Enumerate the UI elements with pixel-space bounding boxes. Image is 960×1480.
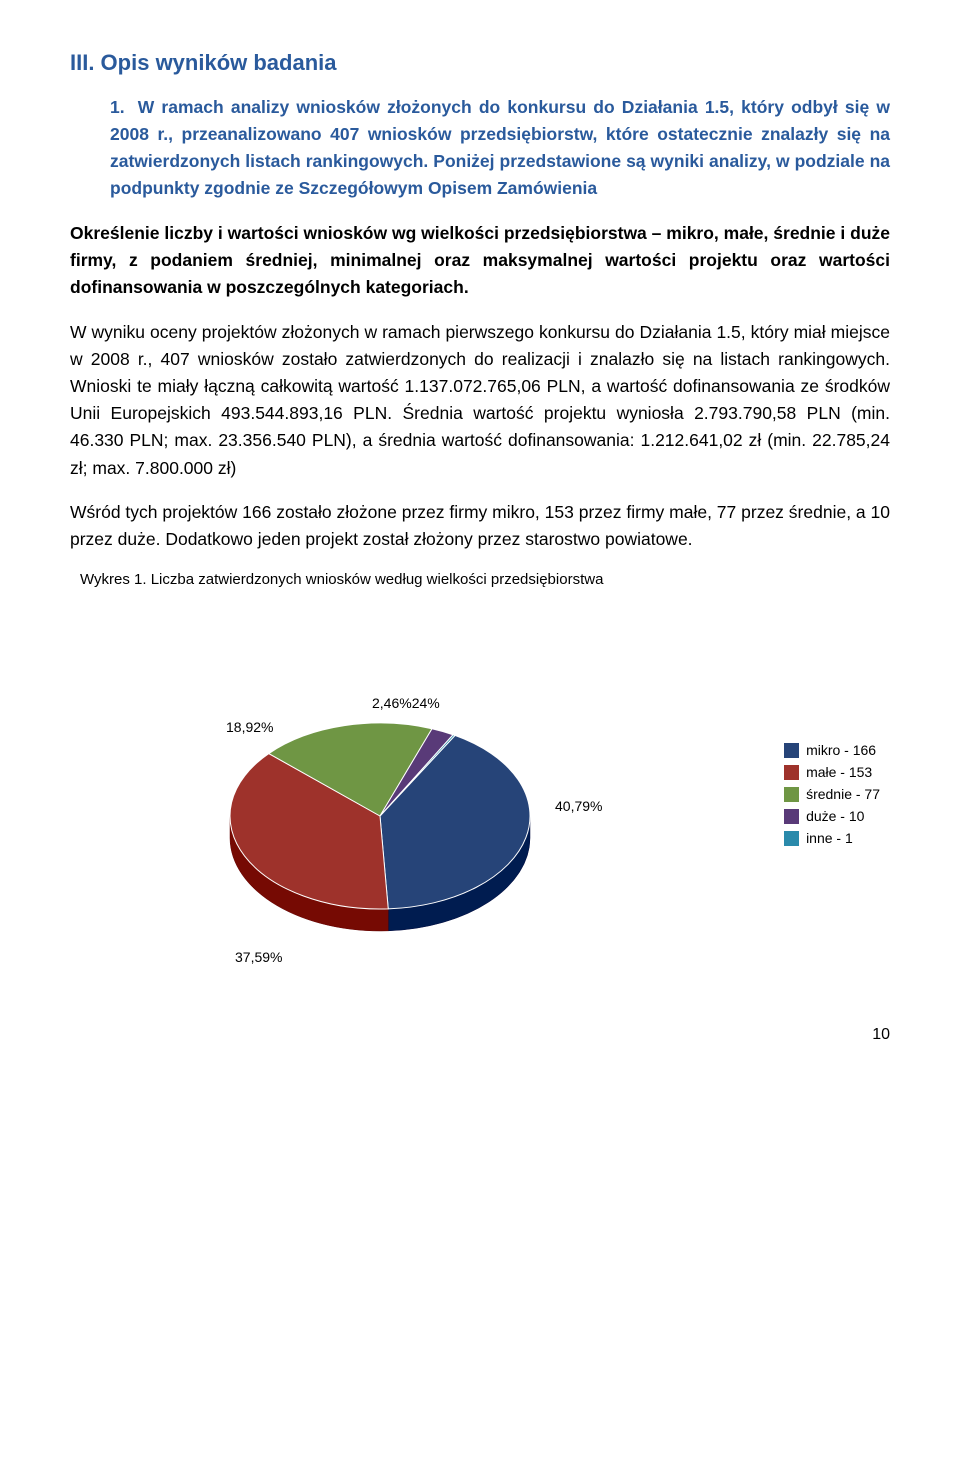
- legend-label: mikro - 166: [806, 742, 876, 758]
- legend-swatch: [784, 787, 799, 802]
- paragraph-2: W wyniku oceny projektów złożonych w ram…: [70, 319, 890, 482]
- legend-label: średnie - 77: [806, 786, 880, 802]
- pie-percent-label: 2,46%24%: [372, 695, 440, 711]
- list-number: 1.: [110, 94, 125, 121]
- legend-item: średnie - 77: [784, 786, 880, 802]
- pie-percent-label: 37,59%: [235, 949, 282, 965]
- chart-caption: Wykres 1. Liczba zatwierdzonych wniosków…: [80, 571, 890, 588]
- section-title: III. Opis wyników badania: [70, 50, 890, 76]
- legend-label: inne - 1: [806, 830, 853, 846]
- legend-label: duże - 10: [806, 808, 864, 824]
- list-item-1: 1. W ramach analizy wniosków złożonych d…: [110, 94, 890, 203]
- legend-item: inne - 1: [784, 830, 880, 846]
- legend-swatch: [784, 831, 799, 846]
- legend-swatch: [784, 765, 799, 780]
- legend-label: małe - 153: [806, 764, 872, 780]
- chart-legend: mikro - 166 małe - 153 średnie - 77 duże - …: [784, 736, 880, 852]
- legend-item: małe - 153: [784, 764, 880, 780]
- pie-percent-label: 40,79%: [555, 798, 602, 814]
- legend-item: duże - 10: [784, 808, 880, 824]
- legend-swatch: [784, 743, 799, 758]
- list-text: W ramach analizy wniosków złożonych do k…: [110, 97, 890, 198]
- page-number: 10: [70, 1026, 890, 1044]
- paragraph-1: Określenie liczby i wartości wniosków wg…: [70, 220, 890, 301]
- legend-item: mikro - 166: [784, 742, 880, 758]
- paragraph-3: Wśród tych projektów 166 zostało złożone…: [70, 499, 890, 553]
- legend-swatch: [784, 809, 799, 824]
- pie-percent-label: 18,92%: [226, 719, 273, 735]
- pie-chart: mikro - 166małe - 153średnie - 77duże - …: [100, 596, 800, 1016]
